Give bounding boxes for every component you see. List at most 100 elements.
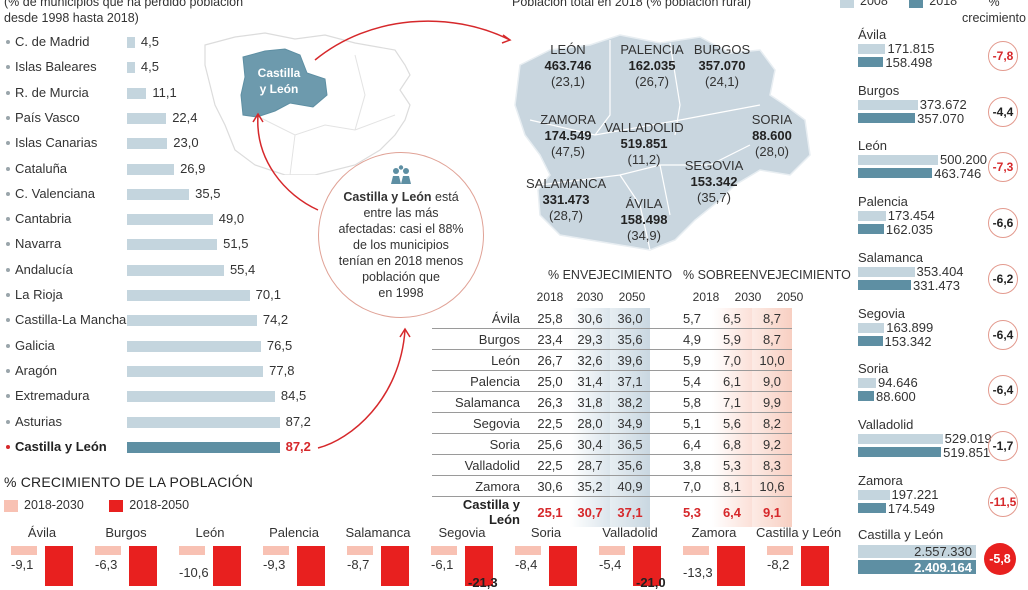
province-name: Ávila [27, 525, 57, 540]
bar-row: C. de Madrid 4,5 [0, 30, 330, 55]
province-rural: (26,7) [635, 74, 669, 89]
province-border [594, 40, 611, 136]
growth-badge: -6,4 [988, 375, 1018, 406]
table-cell: 40,9 [610, 475, 650, 497]
bar-2050 [801, 546, 829, 586]
bar-2008 [858, 44, 886, 54]
bar-2050 [45, 546, 73, 586]
province-comparison: León 500.200 463.746 -7,3 [858, 138, 1028, 194]
value-2030: -8,4 [515, 557, 538, 572]
province-population: 519.851 [620, 136, 668, 151]
table-cell: 34,9 [610, 412, 650, 434]
table-cell: 22,5 [530, 454, 570, 476]
province-name: León [195, 525, 225, 540]
table-cell: 25,1 [537, 504, 563, 520]
arrow-to-callout [317, 329, 406, 449]
table-row: León 26,7 32,6 39,6 5,9 7,0 10,0 [432, 349, 792, 371]
table-cell: 36,5 [610, 433, 650, 455]
province-name: Zamora [691, 525, 737, 540]
province-name: Segovia [438, 525, 486, 540]
province-population: 463.746 [544, 58, 592, 73]
row-province: Soria [432, 433, 530, 455]
bar-2050 [717, 546, 745, 586]
province-rural: (35,7) [697, 190, 731, 205]
growth-legend: 2018-2030 2018-2050 [4, 498, 189, 512]
province-name: LEÓN [550, 42, 586, 57]
table-cell: 6,5 [712, 308, 752, 329]
total-name: Castilla y León [858, 527, 944, 542]
table-cell: 32,6 [570, 349, 610, 371]
growth-badge: -6,4 [988, 319, 1018, 350]
value-2008: 500.200 [940, 152, 988, 168]
table-row: Castilla y León 25,1 30,7 37,1 5,3 6,4 9,1 [432, 496, 792, 527]
region-name: Navarra [15, 236, 62, 252]
subtitle-line-2: desde 1998 hasta 2018) [4, 11, 139, 25]
growth-column: Valladolid -5,4 -21,0 [588, 525, 672, 590]
legend-swatch-2018 [909, 0, 924, 8]
province-border [619, 144, 751, 176]
table-cell: 35,6 [610, 454, 650, 476]
table-cell: 5,9 [712, 328, 752, 350]
legend-swatch-2030 [4, 499, 18, 512]
bar-2008 [858, 433, 943, 444]
province-population: 331.473 [542, 192, 590, 207]
bullet-icon [6, 242, 10, 247]
table-cell: 6,4 [672, 433, 712, 455]
bar-2018 [858, 57, 884, 67]
province-name: PALENCIA [620, 42, 684, 57]
table-row: Salamanca 26,3 31,8 38,2 5,8 7,1 9,9 [432, 391, 792, 413]
bar-2050 [549, 546, 577, 586]
table-cell: 26,7 [530, 349, 570, 371]
bar-row: Extremadura 84,5 [0, 384, 330, 409]
bullet-icon [6, 65, 10, 70]
total-bar-2008: 2.557.330 [858, 544, 976, 559]
column-gap [650, 454, 672, 476]
row-province: Valladolid [432, 454, 530, 476]
growth-column: Castilla y León -8,2 [756, 525, 841, 586]
bar-2030 [515, 546, 541, 555]
year-header: 2050 [776, 290, 804, 304]
column-gap [650, 308, 672, 329]
bullet-icon [6, 394, 10, 399]
bar-value: 11,1 [152, 84, 177, 100]
value-2030: -5,4 [599, 557, 622, 572]
bar-2008 [858, 489, 890, 500]
value-2008: 373.672 [919, 96, 967, 112]
bar [127, 365, 264, 377]
table-cell: 36,0 [610, 308, 650, 329]
province-label: SORIA 88.600 (28,0) [742, 112, 802, 160]
arrowhead-icon [501, 34, 512, 44]
table-cell: 5,3 [682, 504, 702, 520]
bar-2018 [858, 168, 933, 179]
bar-row: Galicia 76,5 [0, 334, 330, 359]
table-cell: 5,6 [712, 412, 752, 434]
bar-row: Islas Baleares 4,5 [0, 55, 330, 80]
connector-arrows [252, 20, 512, 449]
table-row: Valladolid 22,5 28,7 35,6 3,8 5,3 8,3 [432, 454, 792, 476]
table-cell: 5,8 [672, 391, 712, 413]
callout-circle: Castilla y León está entre las más afect… [318, 152, 484, 318]
province-name: Palencia [858, 194, 908, 210]
value-2018: 519.851 [943, 444, 991, 460]
table-row: Segovia 22,5 28,0 34,9 5,1 5,6 8,2 [432, 412, 792, 434]
table-cell: 5,4 [672, 370, 712, 392]
province-rural: (23,1) [551, 74, 585, 89]
table-cell: 23,4 [530, 328, 570, 350]
table-cell: 38,2 [610, 391, 650, 413]
table-cell: 30,6 [570, 308, 610, 329]
province-label: BURGOS 357.070 (24,1) [692, 42, 752, 90]
value-2008: 94.646 [878, 375, 918, 391]
table-header-overaging: % SOBREENVEJECIMIENTO [683, 268, 851, 282]
bar-2008 [858, 211, 886, 222]
right-legend: 2008 2018 [840, 0, 957, 8]
bar-2030 [431, 546, 457, 555]
arrow-to-cyl-map [314, 20, 511, 61]
value-2018: 153.342 [884, 333, 932, 349]
bullet-icon [6, 318, 10, 323]
row-province: Palencia [432, 370, 530, 392]
cyl-outline [514, 34, 811, 251]
region-name: Andalucía [15, 261, 73, 277]
value-2050: -21,0 [636, 575, 666, 590]
bar-value: 84,5 [280, 388, 307, 404]
table-cell: 37,1 [610, 496, 650, 527]
